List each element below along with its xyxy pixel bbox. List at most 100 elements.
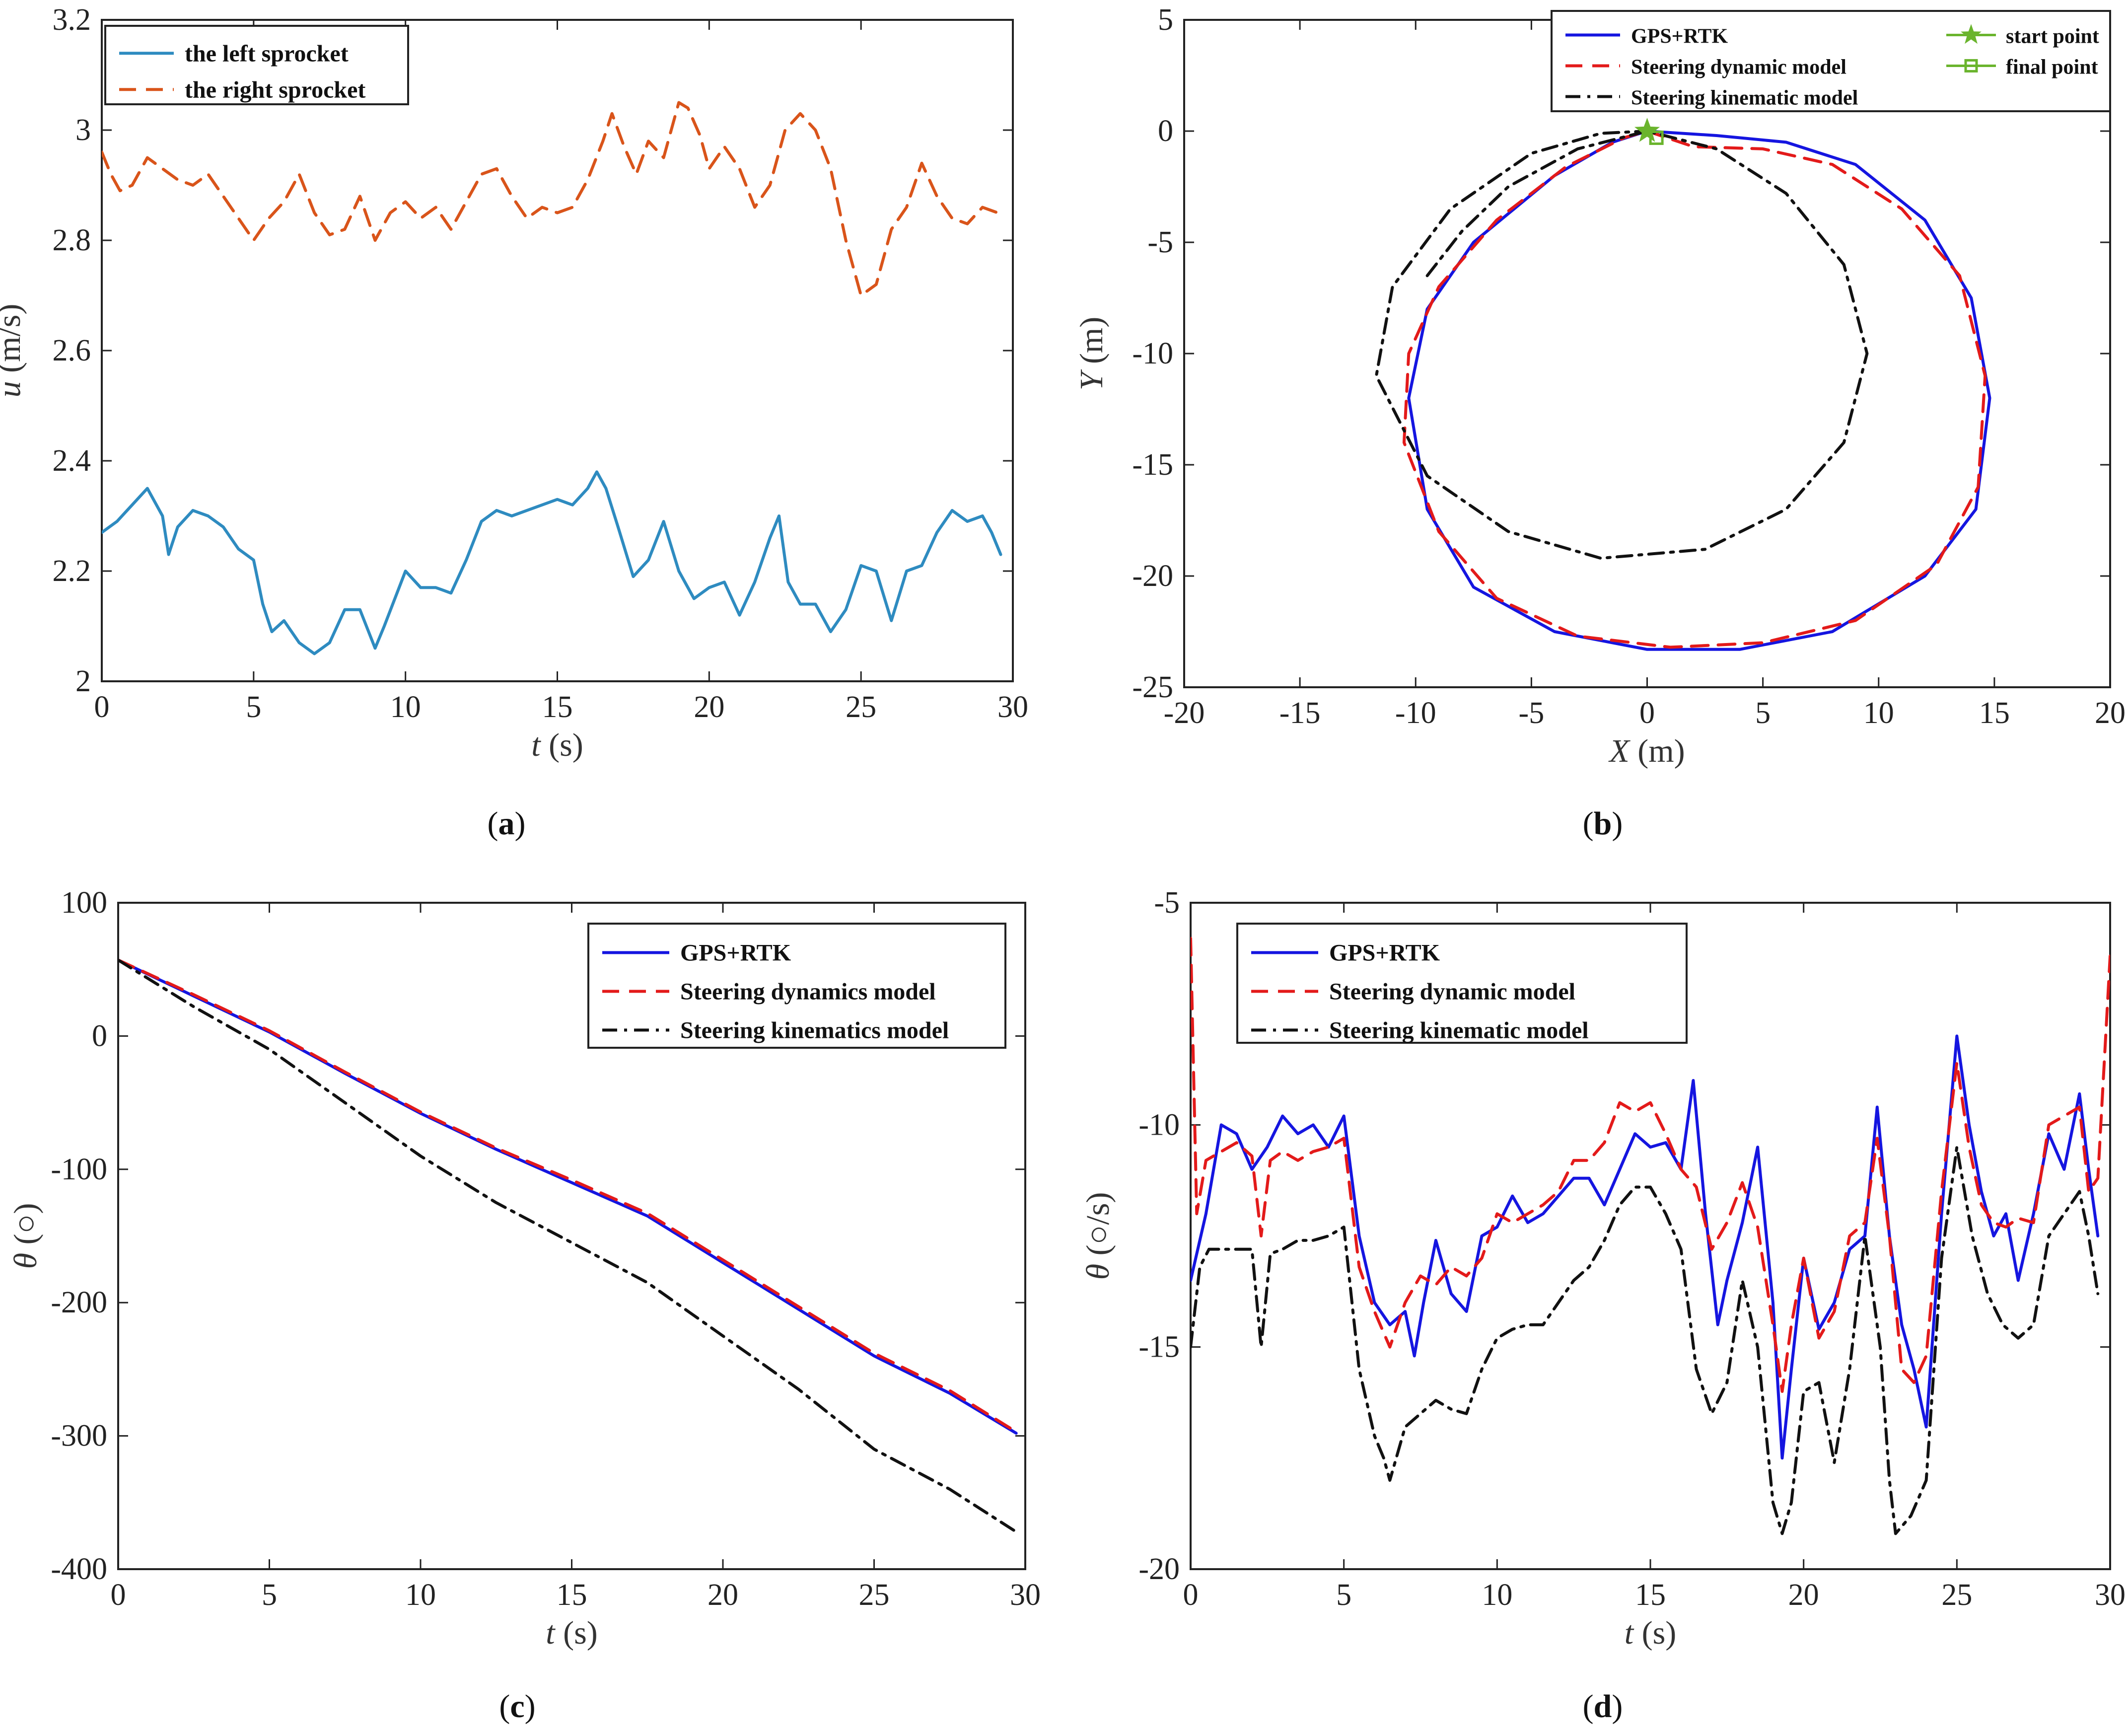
series-line-steering-kinematic-model [1191, 1146, 2100, 1535]
legend-box [1236, 923, 1688, 1044]
legend-label: Steering kinematic model [1631, 86, 1858, 109]
series-line-steering-kinematics-model [118, 958, 1018, 1533]
legend-label: GPS+RTK [1631, 25, 1728, 48]
legend-label: Steering kinematics model [680, 1017, 949, 1043]
x-tick-label: 20 [1788, 1578, 1819, 1612]
y-tick-label: -400 [51, 1552, 107, 1586]
y-tick-label: 2.8 [53, 223, 91, 257]
legend-label: the right sprocket [185, 76, 365, 103]
x-tick-label: 20 [2095, 696, 2126, 730]
x-axis-label-unit: (m) [1630, 733, 1685, 769]
legend-box [1551, 10, 2111, 112]
x-tick-label: 30 [2095, 1578, 2126, 1612]
x-tick-label: 20 [694, 690, 724, 724]
series-line-the-left-sprocket [102, 470, 1002, 655]
y-tick-label: -5 [1147, 225, 1173, 259]
x-tick-label: 20 [708, 1578, 738, 1612]
x-tick-label: 30 [1010, 1578, 1041, 1612]
series-line-the-right-sprocket [102, 101, 999, 297]
x-tick-label: 15 [542, 690, 573, 724]
x-tick-label: 25 [846, 690, 876, 724]
x-tick-label: 0 [1639, 696, 1655, 730]
legend-square-marker [1964, 59, 1978, 72]
caption-open: ( [488, 805, 498, 842]
y-tick-label: -10 [1138, 1108, 1180, 1142]
x-tick-label: 25 [1941, 1578, 1972, 1612]
x-tick-label: 0 [94, 690, 110, 724]
x-tick-label: 10 [1863, 696, 1894, 730]
legend-star-marker [1961, 24, 1982, 44]
y-tick-label: 2.4 [53, 444, 91, 478]
x-tick-label: 30 [997, 690, 1028, 724]
series-group [102, 101, 1002, 655]
y-axis-label-var: θ [7, 1253, 44, 1269]
y-tick-label: 2 [75, 664, 91, 698]
x-tick-label: -10 [1395, 696, 1436, 730]
legend: GPS+RTK Steering dynamic model Steering ki… [1236, 923, 1688, 1044]
caption-close: ) [1612, 1688, 1623, 1725]
caption-letter: b [1594, 805, 1612, 842]
panel-caption: (c) [499, 1688, 535, 1725]
y-tick-label: -15 [1132, 448, 1173, 482]
y-axis-label-var: u [0, 381, 27, 397]
x-axis-label: X (m) [1608, 733, 1685, 769]
x-axis-label: t (s) [531, 727, 583, 763]
y-tick-label: -5 [1154, 886, 1180, 920]
y-tick-label: -20 [1138, 1552, 1180, 1586]
x-tick-label: 15 [1979, 696, 2010, 730]
y-tick-label: 0 [1158, 114, 1173, 148]
legend-box [587, 923, 1006, 1049]
caption-open: ( [499, 1688, 510, 1725]
y-tick-label: -10 [1132, 337, 1173, 370]
y-tick-label: 2.2 [53, 554, 91, 588]
legend-label: start point [2006, 25, 2099, 48]
caption-letter: a [498, 805, 515, 842]
series-line-steering-dynamic-model [1402, 130, 1987, 649]
plot-area-frame [101, 19, 1014, 682]
x-tick-label: 5 [262, 1578, 277, 1612]
x-axis-label-var: t [1625, 1615, 1634, 1651]
legend-label: GPS+RTK [1329, 940, 1440, 966]
series-group [1375, 130, 1991, 651]
x-tick-label: 5 [1336, 1578, 1351, 1612]
caption-letter: d [1594, 1688, 1612, 1725]
y-tick-label: -100 [51, 1153, 107, 1186]
y-axis-label-unit: (○) [7, 1203, 44, 1253]
panel-caption: (d) [1583, 1688, 1623, 1725]
series-group [118, 958, 1018, 1533]
y-axis-label: θ (○) [7, 1203, 44, 1269]
x-axis-label-var: t [531, 727, 541, 763]
x-axis-label: t (s) [1625, 1615, 1677, 1651]
x-tick-label: 5 [1755, 696, 1771, 730]
x-tick-label: 5 [246, 690, 261, 724]
x-tick-label: 15 [557, 1578, 587, 1612]
series-group [1191, 937, 2110, 1535]
legend-label: final point [2006, 56, 2098, 78]
x-axis-label-unit: (s) [541, 727, 583, 763]
legend: GPS+RTK Steering dynamic model Steering ki… [1551, 10, 2111, 112]
chart-panel-d: 0 5 10 15 20 25 30 -20 -15 -10 -5 t (s) θ (○/s) GPS+R… [1080, 886, 2126, 1725]
y-axis-label: θ (○/s) [1080, 1192, 1116, 1280]
x-tick-label: -5 [1519, 696, 1545, 730]
y-axis-label-var: θ [1080, 1264, 1116, 1280]
y-axis-label-unit: (○/s) [1080, 1192, 1116, 1264]
y-tick-label: 5 [1158, 3, 1173, 37]
final-point-marker [1649, 130, 1664, 145]
legend-box [104, 25, 409, 105]
legend: the left sprocket the right sprocket [104, 25, 409, 105]
y-axis-label: Y (m) [1073, 317, 1110, 391]
legend: GPS+RTK Steering dynamics model Steering k… [587, 923, 1006, 1049]
y-tick-label: 3 [75, 113, 91, 147]
y-tick-label: -20 [1132, 559, 1173, 593]
caption-open: ( [1583, 1688, 1594, 1725]
panel-caption: (a) [488, 805, 526, 842]
y-axis-label: u (m/s) [0, 304, 27, 398]
panel-caption: (b) [1583, 805, 1623, 842]
chart-panel-c: 0 5 10 15 20 25 30 -400 -300 -200 -100 0 100 t (s) θ (… [7, 886, 1041, 1725]
caption-open: ( [1583, 805, 1594, 842]
x-axis-label-unit: (s) [1633, 1615, 1676, 1651]
y-tick-label: 2.6 [53, 334, 91, 367]
x-axis-label: t (s) [546, 1615, 598, 1651]
